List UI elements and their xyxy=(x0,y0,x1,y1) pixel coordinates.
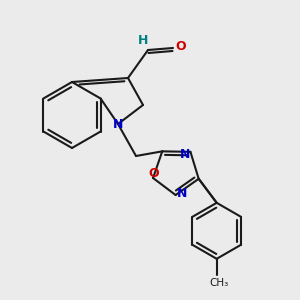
Text: N: N xyxy=(113,118,123,131)
Text: N: N xyxy=(180,148,190,161)
Text: H: H xyxy=(138,34,148,47)
Text: O: O xyxy=(176,40,186,53)
Text: O: O xyxy=(149,167,159,179)
Text: N: N xyxy=(176,188,187,200)
Text: CH₃: CH₃ xyxy=(209,278,228,288)
